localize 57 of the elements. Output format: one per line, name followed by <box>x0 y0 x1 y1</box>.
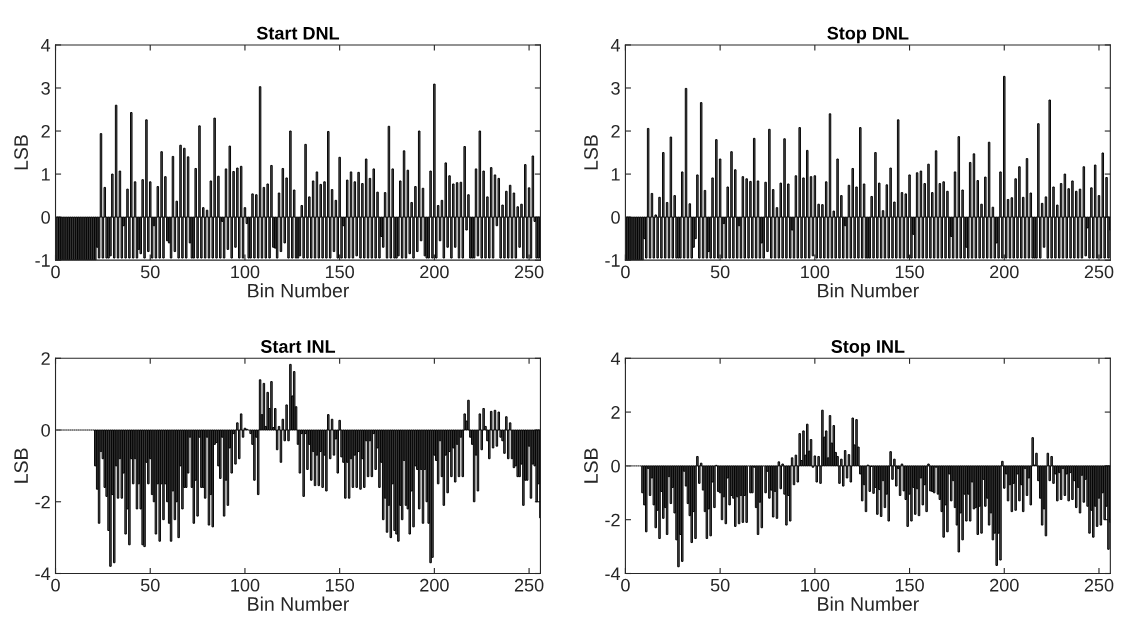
y-tick-label: 2 <box>41 124 50 138</box>
x-tick-label: 0 <box>51 265 60 279</box>
y-tick-label: 2 <box>611 406 620 419</box>
y-axis-title: LSB <box>14 448 28 483</box>
y-axis-title: LSB <box>584 135 598 170</box>
x-tick-label: 100 <box>231 578 260 592</box>
x-tick-label: 250 <box>514 578 544 592</box>
x-tick-label: 0 <box>621 578 630 592</box>
x-tick-label: 150 <box>895 265 924 279</box>
x-tick-label: 50 <box>710 578 730 592</box>
chart-title: Start DNL <box>256 26 340 40</box>
y-tick-label: 3 <box>611 81 620 95</box>
x-tick-label: 250 <box>514 265 544 279</box>
chart-title: Start INL <box>260 340 336 353</box>
x-tick-label: 100 <box>231 265 260 279</box>
y-tick-label: 4 <box>41 39 51 52</box>
chart-title: Stop INL <box>831 340 905 357</box>
y-tick-label: 0 <box>41 423 50 437</box>
x-tick-label: 200 <box>420 578 449 592</box>
y-tick-label: 1 <box>611 168 620 181</box>
y-tick-label: 2 <box>611 124 620 138</box>
y-tick-label: 3 <box>41 81 50 95</box>
x-tick-label: 50 <box>140 578 160 592</box>
x-tick-label: 0 <box>621 265 630 279</box>
y-tick-label: -2 <box>35 495 50 509</box>
y-tick-label: -2 <box>605 513 620 527</box>
y-tick-label: 1 <box>41 168 50 181</box>
y-tick-label: -1 <box>605 254 620 267</box>
x-tick-label: 150 <box>325 578 355 592</box>
x-tick-label: 50 <box>710 265 730 279</box>
y-tick-label: 4 <box>610 39 621 52</box>
x-tick-label: 50 <box>140 265 160 279</box>
y-tick-label: -4 <box>605 567 621 581</box>
y-axis-title: LSB <box>14 135 28 170</box>
x-axis-title: Bin Number <box>818 283 919 298</box>
x-axis-title: Bin Number <box>248 596 349 611</box>
x-tick-label: 0 <box>51 578 60 592</box>
x-tick-label: 200 <box>420 265 449 279</box>
x-tick-label: 250 <box>1084 578 1114 592</box>
x-tick-label: 250 <box>1084 265 1114 279</box>
y-tick-label: 0 <box>611 459 620 473</box>
y-tick-label: -4 <box>35 567 51 581</box>
chart-title: Stop DNL <box>827 26 909 44</box>
x-tick-label: 200 <box>990 265 1019 279</box>
y-tick-label: -1 <box>35 254 50 267</box>
x-tick-label: 200 <box>990 578 1019 592</box>
y-tick-label: 0 <box>611 211 620 224</box>
y-tick-label: 4 <box>610 352 621 365</box>
x-tick-label: 150 <box>325 265 355 279</box>
y-tick-label: 2 <box>41 352 50 365</box>
x-axis-title: Bin Number <box>248 283 349 298</box>
x-tick-label: 150 <box>895 578 924 592</box>
x-tick-label: 100 <box>801 265 830 279</box>
y-tick-label: 0 <box>41 211 50 224</box>
x-tick-label: 100 <box>801 578 830 592</box>
x-axis-title: Bin Number <box>818 596 919 611</box>
y-axis-title: LSB <box>584 448 598 483</box>
